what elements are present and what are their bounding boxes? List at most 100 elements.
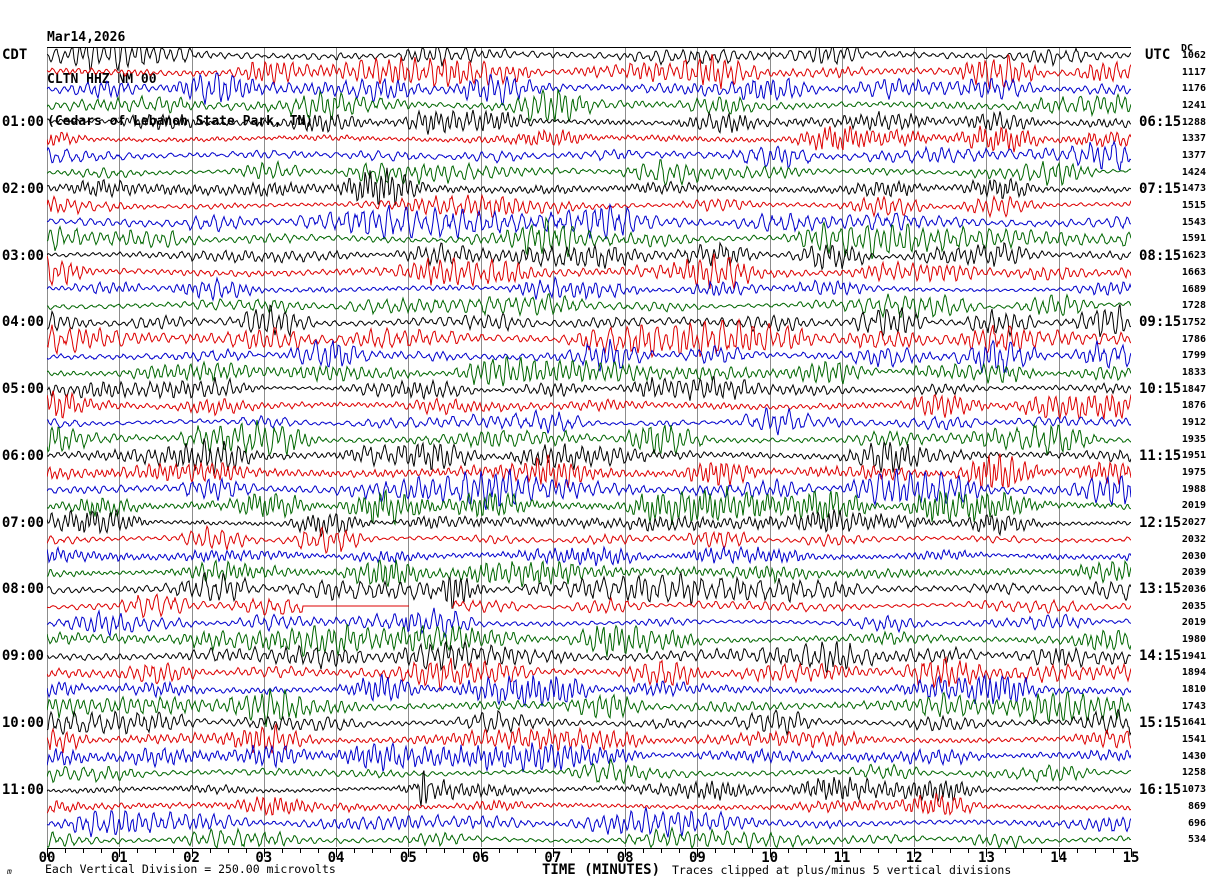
dc-offset-column-header: DC bbox=[1180, 43, 1193, 54]
watermark-glyph: m bbox=[7, 867, 12, 876]
cdt-hour-label: 10:00 bbox=[1, 714, 44, 731]
trace-row bbox=[47, 109, 1131, 135]
utc-hour-label: 13:15 bbox=[1139, 581, 1182, 598]
dc-offset-value: 1833 bbox=[1181, 366, 1206, 378]
trace-row bbox=[47, 757, 1131, 785]
utc-hour-label: 09:15 bbox=[1139, 314, 1182, 331]
dc-offset-value: 1689 bbox=[1181, 283, 1206, 295]
trace-row bbox=[47, 792, 1131, 817]
dc-offset-value: 1591 bbox=[1181, 233, 1206, 245]
trace-row bbox=[47, 486, 1131, 526]
dc-offset-value: 696 bbox=[1187, 817, 1206, 829]
dc-offset-value: 1847 bbox=[1181, 383, 1206, 395]
x-tick-label: 10 bbox=[761, 850, 779, 866]
trace-row bbox=[47, 688, 1131, 728]
cdt-hour-label: 05:00 bbox=[1, 381, 44, 398]
utc-hour-label: 07:15 bbox=[1139, 180, 1182, 197]
x-tick-label: 09 bbox=[688, 850, 706, 866]
trace-row bbox=[47, 125, 1131, 153]
trace-row bbox=[47, 339, 1131, 374]
dc-offset-value: 534 bbox=[1187, 834, 1206, 846]
dc-offset-value: 1876 bbox=[1181, 400, 1206, 412]
trace-row bbox=[47, 47, 1131, 73]
trace-row bbox=[47, 216, 1131, 259]
x-tick-label: 07 bbox=[544, 850, 562, 866]
dc-offset-value: 2032 bbox=[1181, 533, 1206, 545]
dc-offset-value: 869 bbox=[1187, 800, 1206, 812]
trace-row bbox=[47, 292, 1131, 319]
trace-row bbox=[47, 419, 1131, 456]
clip-note: Traces clipped at plus/minus 5 vertical … bbox=[672, 863, 1012, 877]
dc-offset-value: 1894 bbox=[1181, 667, 1206, 679]
dc-offset-value: 1473 bbox=[1181, 183, 1206, 195]
trace-row bbox=[47, 468, 1131, 511]
x-tick-label: 06 bbox=[472, 850, 490, 866]
trace-row bbox=[47, 722, 1131, 754]
trace-row bbox=[47, 304, 1131, 338]
utc-hour-label: 15:15 bbox=[1139, 714, 1182, 731]
trace-row bbox=[47, 524, 1131, 555]
left-timezone-header: CDT bbox=[2, 47, 28, 63]
dc-offset-value: 1337 bbox=[1181, 133, 1206, 145]
utc-hour-label: 12:15 bbox=[1139, 514, 1182, 531]
dc-offset-value: 2019 bbox=[1181, 617, 1206, 629]
dc-offset-value: 1912 bbox=[1181, 417, 1206, 428]
utc-hour-label: 11:15 bbox=[1139, 447, 1182, 464]
dc-offset-value: 1975 bbox=[1181, 467, 1206, 478]
dc-offset-value: 1941 bbox=[1181, 650, 1206, 662]
dc-offset-value: 2039 bbox=[1181, 567, 1206, 579]
dc-offset-value: 1241 bbox=[1181, 99, 1206, 111]
x-tick-label: 11 bbox=[833, 850, 851, 866]
dc-offset-value: 2035 bbox=[1181, 600, 1206, 612]
dc-offset-value: 1062 bbox=[1181, 49, 1206, 61]
cdt-hour-label: 06:00 bbox=[1, 447, 44, 464]
dc-offset-value: 2027 bbox=[1181, 517, 1206, 529]
trace-row bbox=[47, 275, 1131, 302]
trace-row bbox=[47, 826, 1131, 848]
trace-row bbox=[47, 673, 1131, 707]
cdt-hour-label: 09:00 bbox=[1, 648, 44, 665]
trace-row bbox=[47, 508, 1131, 537]
dc-offset-value: 2019 bbox=[1181, 500, 1206, 512]
x-tick-label: 04 bbox=[327, 850, 345, 866]
trace-row bbox=[47, 807, 1131, 838]
utc-hour-label: 10:15 bbox=[1139, 381, 1182, 398]
utc-hour-label: 16:15 bbox=[1139, 781, 1182, 798]
seismogram-plot bbox=[47, 47, 1131, 848]
x-tick-label: 03 bbox=[255, 850, 273, 866]
trace-row bbox=[47, 545, 1131, 567]
trace-row bbox=[47, 607, 1131, 639]
right-timezone-header: UTC bbox=[1145, 47, 1171, 63]
cdt-hour-label: 01:00 bbox=[1, 114, 44, 131]
x-tick-label: 01 bbox=[110, 850, 128, 866]
trace-row bbox=[47, 72, 1131, 106]
trace-row bbox=[47, 253, 1131, 290]
dc-offset-value: 2030 bbox=[1181, 550, 1206, 562]
x-tick-label: 12 bbox=[905, 850, 923, 866]
dc-offset-value: 1810 bbox=[1181, 684, 1206, 695]
scale-note: Each Vertical Division = 250.00 microvol… bbox=[45, 862, 336, 876]
cdt-hour-label: 02:00 bbox=[1, 180, 44, 197]
trace-row bbox=[47, 241, 1131, 271]
trace-row bbox=[47, 640, 1131, 675]
dc-offset-value: 1623 bbox=[1181, 250, 1206, 262]
trace-row bbox=[47, 390, 1131, 420]
trace-row bbox=[47, 88, 1131, 123]
trace-row bbox=[47, 375, 1131, 401]
dc-offset-value: 1424 bbox=[1181, 166, 1206, 178]
dc-offset-value: 1743 bbox=[1181, 700, 1206, 712]
dc-offset-value: 1799 bbox=[1181, 350, 1206, 362]
trace-row bbox=[47, 453, 1131, 489]
x-tick-label: 02 bbox=[183, 850, 200, 866]
trace-row bbox=[47, 655, 1131, 692]
trace-row bbox=[47, 139, 1131, 172]
utc-hour-label: 14:15 bbox=[1139, 648, 1182, 665]
dc-offset-value: 1258 bbox=[1181, 767, 1206, 779]
time-axis bbox=[47, 848, 1132, 857]
trace-row bbox=[47, 571, 1131, 609]
x-tick-label: 00 bbox=[38, 850, 56, 866]
dc-offset-value: 1430 bbox=[1181, 750, 1206, 762]
dc-offset-value: 1176 bbox=[1181, 83, 1206, 95]
dc-offset-value: 1752 bbox=[1181, 316, 1206, 328]
